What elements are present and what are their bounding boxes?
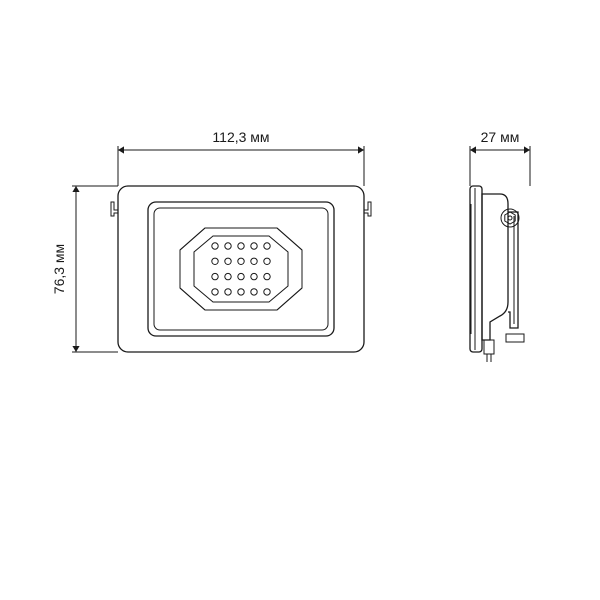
bracket-foot xyxy=(506,334,524,342)
led-dot xyxy=(238,243,244,249)
dimension-label: 27 мм xyxy=(481,129,520,145)
dimension-label: 112,3 мм xyxy=(212,129,269,145)
led-dot xyxy=(225,258,231,264)
side-bracket xyxy=(508,212,518,328)
side-front-plate xyxy=(470,186,482,352)
led-dot xyxy=(251,273,257,279)
led-dot xyxy=(238,289,244,295)
led-dot xyxy=(225,273,231,279)
led-dot xyxy=(212,258,218,264)
led-dot xyxy=(238,258,244,264)
led-dot xyxy=(212,243,218,249)
bracket-tab xyxy=(364,202,371,216)
bezel-outer xyxy=(148,202,334,336)
led-dot xyxy=(264,243,270,249)
reflector-outer xyxy=(180,228,302,310)
led-array xyxy=(212,243,270,295)
cable-gland xyxy=(484,340,494,354)
bracket-tab xyxy=(111,202,118,216)
led-dot xyxy=(238,273,244,279)
side-body xyxy=(482,194,508,340)
side-view xyxy=(470,186,524,362)
led-dot xyxy=(212,273,218,279)
front-view xyxy=(111,186,371,352)
led-dot xyxy=(225,289,231,295)
led-dot xyxy=(251,289,257,295)
led-dot xyxy=(264,258,270,264)
reflector-inner xyxy=(194,236,288,302)
led-dot xyxy=(264,289,270,295)
led-dot xyxy=(251,258,257,264)
led-dot xyxy=(212,289,218,295)
led-dot xyxy=(251,243,257,249)
dimension-label: 76,3 мм xyxy=(51,244,67,294)
led-dot xyxy=(264,273,270,279)
led-dot xyxy=(225,243,231,249)
